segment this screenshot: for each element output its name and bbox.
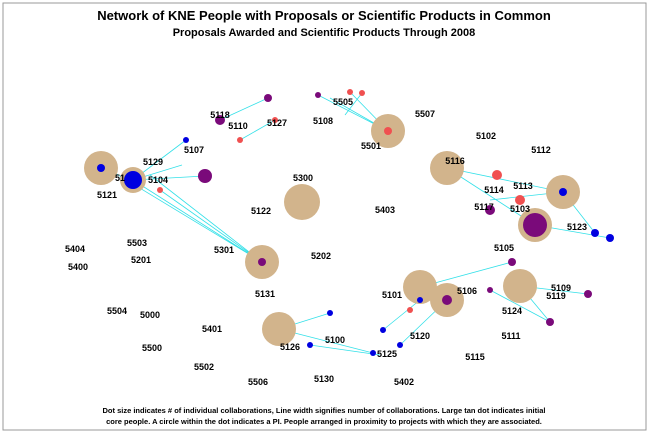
footnote: Dot size indicates # of individual colla… [103, 406, 546, 415]
node-label: 5402 [394, 377, 414, 387]
node-label: 5506 [248, 377, 268, 387]
node-label: 5104 [148, 175, 168, 185]
node-label: 5103 [510, 204, 530, 214]
node-label: 5122 [251, 206, 271, 216]
node-label: 5131 [255, 289, 275, 299]
node-label: 5502 [194, 362, 214, 372]
node-label: 5114 [484, 185, 504, 195]
node-label: 5119 [546, 291, 566, 301]
node-label: 5110 [228, 121, 248, 131]
node-label: 5115 [465, 352, 485, 362]
node-label: 5125 [377, 349, 397, 359]
nodes [84, 89, 614, 356]
node-label: 5501 [361, 141, 381, 151]
node-label: 5121 [97, 190, 117, 200]
node-label: 5300 [293, 173, 313, 183]
node-label: 5403 [375, 205, 395, 215]
node-label: 5113 [513, 181, 533, 191]
node-label: 5100 [325, 335, 345, 345]
node-label: 5404 [65, 244, 85, 254]
footnote: core people. A circle within the dot ind… [106, 417, 542, 426]
node-label: 5116 [445, 156, 465, 166]
node-label: 5118 [210, 110, 230, 120]
node-label: 5108 [313, 116, 333, 126]
node-label: 5401 [202, 324, 222, 334]
node-label: 5129 [143, 157, 163, 167]
edges [109, 91, 611, 356]
node-label: 5105 [494, 243, 514, 253]
node-label: 5000 [140, 310, 160, 320]
node-label: 5120 [410, 331, 430, 341]
title: Network of KNE People with Proposals or … [97, 8, 551, 23]
node-label: 5117 [474, 202, 494, 212]
node-label: 5201 [131, 255, 151, 265]
node-label: 5400 [68, 262, 88, 272]
node-label: 5124 [502, 306, 522, 316]
node-label: 5202 [311, 251, 331, 261]
node-label: 5301 [214, 245, 234, 255]
node-label: 5126 [280, 342, 300, 352]
node-label: 5503 [127, 238, 147, 248]
node-label: 5112 [531, 145, 551, 155]
node-label: 5107 [184, 145, 204, 155]
node-label: 51 [115, 173, 125, 183]
node-label: 5505 [333, 97, 353, 107]
subtitle: Proposals Awarded and Scientific Product… [173, 27, 476, 39]
node-label: 5127 [267, 118, 287, 128]
node-label: 5101 [382, 290, 402, 300]
node-label: 5123 [567, 222, 587, 232]
node-label: 5106 [457, 286, 477, 296]
node-label: 5507 [415, 109, 435, 119]
node-label: 5130 [314, 374, 334, 384]
node-label: 5504 [107, 306, 127, 316]
node-label: 5500 [142, 343, 162, 353]
node-label: 5111 [501, 331, 520, 341]
node-label: 5109 [551, 283, 571, 293]
node-label: 5102 [476, 131, 496, 141]
